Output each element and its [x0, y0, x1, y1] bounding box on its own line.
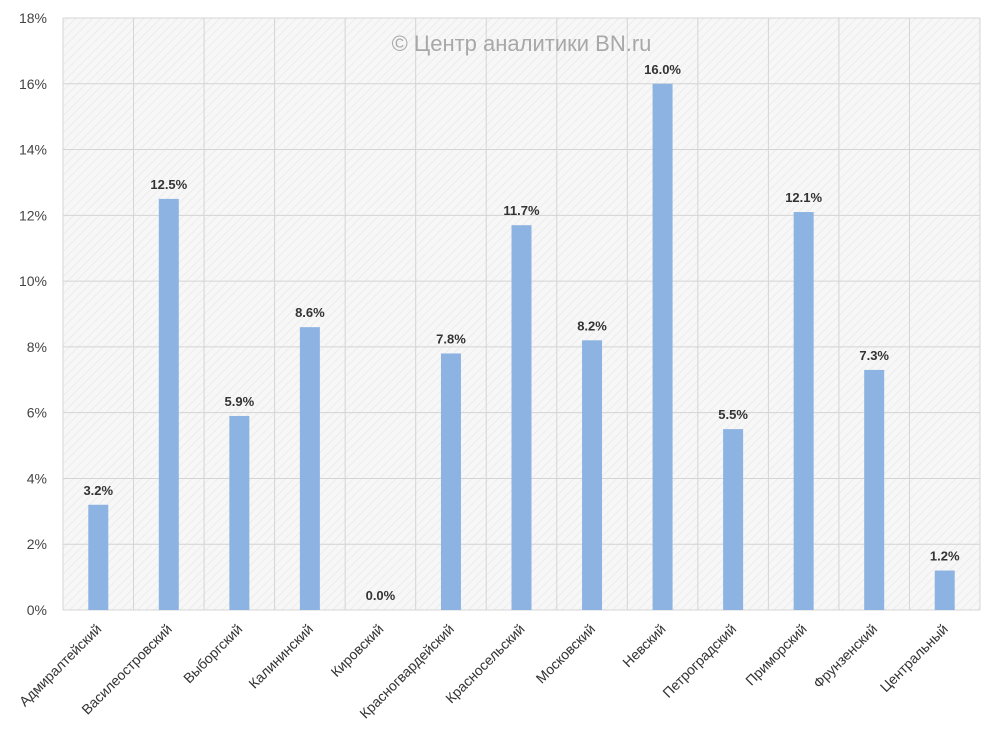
y-tick-label: 16% — [19, 76, 47, 92]
bar — [511, 225, 532, 610]
y-tick-label: 18% — [19, 10, 47, 26]
x-tick-label: Московский — [533, 621, 599, 687]
bar — [582, 340, 603, 610]
data-label: 12.5% — [150, 177, 187, 192]
data-label: 8.6% — [295, 305, 325, 320]
y-axis: 0% 2% 4% 6% 8% 10% 12% 14% 16% 18% — [19, 10, 47, 618]
bar — [299, 327, 320, 610]
bars — [88, 83, 955, 611]
bar — [158, 198, 179, 610]
bar — [793, 212, 814, 611]
data-label: 8.2% — [577, 318, 607, 333]
bar — [652, 83, 673, 611]
bar — [934, 570, 955, 610]
y-tick-label: 14% — [19, 142, 47, 158]
data-label: 7.8% — [436, 331, 466, 346]
data-label: 16.0% — [644, 62, 681, 77]
bar — [723, 429, 744, 610]
x-tick-label: Невский — [619, 621, 668, 670]
y-tick-label: 8% — [27, 339, 47, 355]
watermark-text: © Центр аналитики BN.ru — [392, 31, 652, 56]
data-label: 7.3% — [859, 348, 889, 363]
y-tick-label: 4% — [27, 470, 47, 486]
y-tick-label: 12% — [19, 207, 47, 223]
y-tick-label: 10% — [19, 273, 47, 289]
data-label: 5.5% — [718, 407, 748, 422]
y-tick-label: 6% — [27, 405, 47, 421]
x-tick-label: Центральный — [877, 621, 951, 695]
y-tick-label: 0% — [27, 602, 47, 618]
x-tick-label: Кировский — [327, 621, 386, 680]
data-label: 12.1% — [785, 190, 822, 205]
x-tick-label: Петроградский — [659, 621, 739, 701]
data-label: 0.0% — [366, 588, 396, 603]
x-tick-label: Калининский — [245, 621, 316, 692]
x-tick-label: Фрунзенский — [810, 621, 880, 691]
bar — [440, 353, 461, 610]
data-label: 5.9% — [225, 394, 255, 409]
gridlines — [62, 17, 981, 611]
x-tick-label: Выборгский — [180, 621, 245, 686]
data-labels: 3.2% 12.5% 5.9% 8.6% 0.0% 7.8% 11.7% 8.2% 16.0% 5… — [83, 62, 960, 603]
data-label: 1.2% — [930, 549, 960, 564]
bar — [864, 369, 885, 610]
bar — [229, 415, 250, 610]
bar — [88, 504, 109, 610]
y-tick-label: 2% — [27, 536, 47, 552]
data-label: 11.7% — [503, 203, 540, 218]
x-tick-label: Приморский — [742, 621, 810, 689]
data-label: 3.2% — [83, 483, 113, 498]
